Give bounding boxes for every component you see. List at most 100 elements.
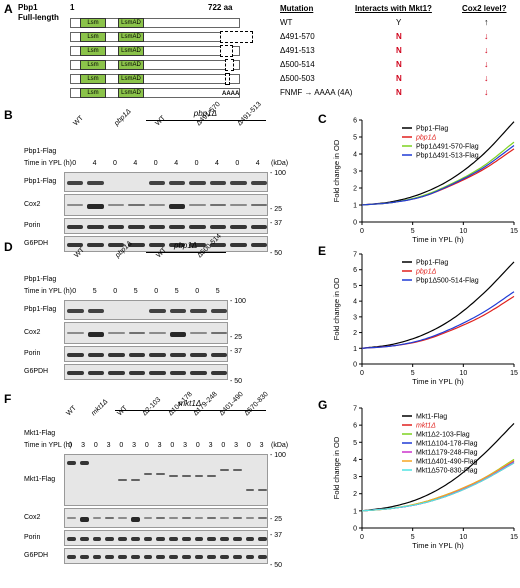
header-mutation: Mutation bbox=[280, 4, 314, 13]
band bbox=[149, 371, 166, 375]
band bbox=[181, 555, 191, 559]
band bbox=[245, 517, 255, 519]
interacts-value: N bbox=[396, 32, 402, 41]
mutation-label: WT bbox=[280, 18, 293, 27]
series-line bbox=[361, 261, 515, 349]
time-label: 0 bbox=[93, 442, 98, 449]
band bbox=[156, 555, 165, 559]
aaaa-label: AAAA bbox=[222, 91, 240, 97]
y-tick-label: 5 bbox=[353, 440, 357, 447]
band bbox=[169, 332, 186, 337]
band bbox=[220, 555, 229, 559]
band bbox=[232, 517, 242, 519]
row1-label: Pbp1-Flag bbox=[24, 148, 57, 155]
y-tick-label: 1 bbox=[353, 508, 357, 515]
x-tick-label: 15 bbox=[510, 534, 518, 541]
band bbox=[250, 225, 267, 229]
interacts-value: N bbox=[396, 74, 402, 83]
y-tick-label: 2 bbox=[353, 330, 357, 337]
mutation-label: Δ491-570 bbox=[280, 32, 315, 41]
band bbox=[67, 243, 84, 247]
band bbox=[230, 243, 247, 247]
band bbox=[87, 332, 104, 337]
band bbox=[149, 309, 166, 313]
series-line bbox=[361, 295, 515, 349]
deletion-box bbox=[220, 45, 233, 57]
time-label: 3 bbox=[183, 442, 188, 449]
band bbox=[258, 537, 267, 541]
y-tick-label: 2 bbox=[353, 186, 357, 193]
time-label: 3 bbox=[208, 442, 213, 449]
band bbox=[169, 517, 178, 519]
band bbox=[190, 371, 207, 375]
band bbox=[130, 479, 140, 482]
band bbox=[128, 243, 145, 247]
band bbox=[245, 489, 255, 492]
x-tick-label: 15 bbox=[510, 370, 518, 377]
blot-gel bbox=[64, 172, 268, 192]
band bbox=[148, 225, 165, 229]
x-tick-label: 0 bbox=[360, 370, 364, 377]
strain-bar bbox=[145, 120, 266, 121]
band bbox=[67, 537, 76, 541]
band bbox=[67, 181, 84, 185]
band bbox=[209, 225, 227, 229]
band bbox=[67, 555, 76, 559]
band bbox=[143, 473, 153, 476]
band bbox=[169, 475, 178, 478]
band bbox=[245, 555, 255, 559]
band bbox=[220, 537, 229, 541]
y-tick-label: 4 bbox=[353, 457, 357, 464]
growth-chart-c: 0 1 2 3 4 5 6 0 5 10 15 Time in YPL (h) Fold change … bbox=[332, 118, 518, 245]
band bbox=[209, 204, 227, 206]
panel-a-letter: A bbox=[4, 2, 13, 16]
deletion-box bbox=[225, 59, 234, 71]
band bbox=[105, 537, 114, 541]
blot-label: Porin bbox=[24, 350, 41, 357]
time-label: 5 bbox=[174, 288, 179, 295]
y-tick-label: 7 bbox=[353, 406, 357, 413]
protein-schematic bbox=[70, 18, 240, 28]
x-tick-label: 0 bbox=[360, 228, 364, 235]
band bbox=[143, 537, 153, 541]
cox2-arrow: ↓ bbox=[484, 59, 489, 69]
y-tick-label: 0 bbox=[353, 526, 357, 533]
band bbox=[169, 537, 178, 541]
lsmad-domain: LsmAD bbox=[118, 74, 144, 84]
legend-label: Mkt1Δ104-178-Flag bbox=[416, 441, 478, 448]
deletion-box bbox=[220, 31, 253, 43]
lane-label: Δ401-490 bbox=[218, 390, 245, 418]
mutation-label: FNMF → AAAA (4A) bbox=[280, 88, 353, 97]
blot-label: G6PDH bbox=[24, 240, 49, 247]
interacts-value: Y bbox=[396, 18, 402, 27]
time-label: 0 bbox=[154, 288, 159, 295]
panel-c-letter: C bbox=[318, 112, 327, 126]
x-axis-label: Time in YPL (h) bbox=[412, 235, 464, 244]
y-tick-label: 3 bbox=[353, 169, 357, 176]
band bbox=[207, 517, 216, 519]
band bbox=[210, 332, 227, 334]
lsmad-domain: LsmAD bbox=[118, 18, 144, 28]
time-label: 0 bbox=[246, 442, 251, 449]
legend-label: Pbp1-Flag bbox=[416, 126, 448, 133]
marker-label: - 37 bbox=[230, 348, 243, 355]
marker-label: - 50 bbox=[230, 378, 243, 385]
x-tick-label: 5 bbox=[411, 370, 415, 377]
lane-label: WT bbox=[116, 404, 129, 418]
time-label: 0 bbox=[221, 442, 226, 449]
x-axis-label: Time in YPL (h) bbox=[412, 541, 464, 550]
protein-name: Pbp1 bbox=[18, 3, 38, 12]
band bbox=[143, 517, 153, 519]
band bbox=[87, 225, 104, 229]
band bbox=[92, 537, 102, 541]
band bbox=[156, 517, 165, 519]
band bbox=[87, 204, 104, 209]
legend-label: Mkt1Δ401-490-Flag bbox=[416, 459, 478, 466]
y-tick-label: 4 bbox=[353, 299, 357, 306]
blot-label: Porin bbox=[24, 534, 41, 541]
y-tick-label: 0 bbox=[353, 362, 357, 369]
protein-schematic bbox=[70, 88, 240, 98]
cox2-arrow: ↓ bbox=[484, 31, 489, 41]
time-label: 4 bbox=[133, 160, 138, 167]
marker-label: - 25 bbox=[230, 334, 243, 341]
